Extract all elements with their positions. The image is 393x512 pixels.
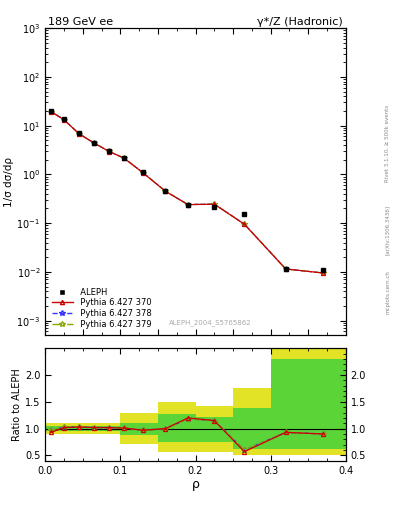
Text: Rivet 3.1.10, ≥ 500k events: Rivet 3.1.10, ≥ 500k events <box>385 105 390 182</box>
Text: ALEPH_2004_S5765862: ALEPH_2004_S5765862 <box>169 319 252 326</box>
Text: 189 GeV ee: 189 GeV ee <box>48 16 113 27</box>
Y-axis label: 1/σ dσ/dρ: 1/σ dσ/dρ <box>4 157 14 207</box>
Text: γ*/Z (Hadronic): γ*/Z (Hadronic) <box>257 16 343 27</box>
Legend:   ALEPH,   Pythia 6.427 370,   Pythia 6.427 378,   Pythia 6.427 379: ALEPH, Pythia 6.427 370, Pythia 6.427 37… <box>50 285 154 331</box>
X-axis label: ρ: ρ <box>191 478 200 492</box>
Text: [arXiv:1306.3436]: [arXiv:1306.3436] <box>385 205 390 255</box>
Y-axis label: Ratio to ALEPH: Ratio to ALEPH <box>12 368 22 441</box>
Text: mcplots.cern.ch: mcplots.cern.ch <box>385 270 390 314</box>
